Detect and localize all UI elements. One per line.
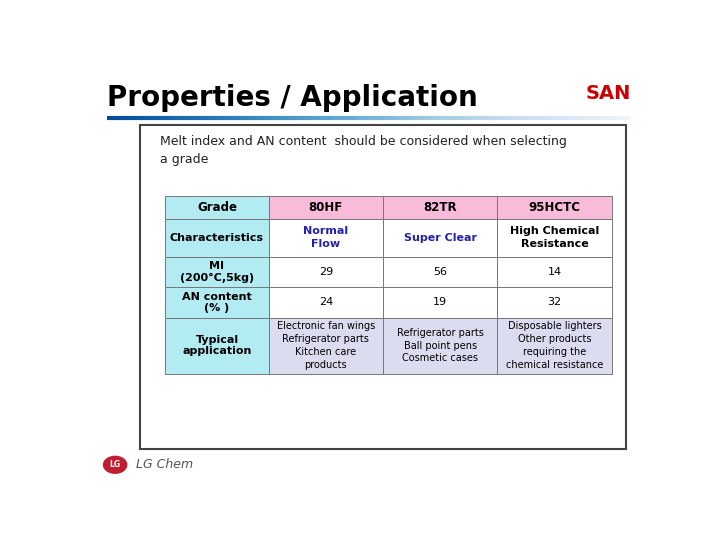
Text: 95HCTC: 95HCTC <box>528 201 580 214</box>
Text: Disposable lighters
Other products
requiring the
chemical resistance: Disposable lighters Other products requi… <box>506 321 603 370</box>
Bar <box>269 287 383 318</box>
Text: Characteristics: Characteristics <box>170 233 264 243</box>
Bar <box>498 287 612 318</box>
Bar <box>166 318 269 374</box>
Bar <box>269 257 383 287</box>
Text: SAN: SAN <box>586 84 631 103</box>
Bar <box>498 196 612 219</box>
Text: 19: 19 <box>433 298 447 307</box>
Text: Typical
application: Typical application <box>182 335 251 356</box>
Bar <box>498 219 612 257</box>
Bar <box>498 257 612 287</box>
Text: 29: 29 <box>319 267 333 277</box>
FancyBboxPatch shape <box>140 125 626 449</box>
Bar <box>166 257 269 287</box>
Circle shape <box>103 456 127 474</box>
Text: Grade: Grade <box>197 201 237 214</box>
Text: LG: LG <box>109 460 121 469</box>
Bar <box>166 219 269 257</box>
Bar <box>383 318 498 374</box>
Text: 32: 32 <box>547 298 562 307</box>
Bar <box>383 219 498 257</box>
Bar <box>269 219 383 257</box>
Bar <box>166 287 269 318</box>
Bar <box>166 196 269 219</box>
Text: 14: 14 <box>547 267 562 277</box>
Text: MI
(200°C,5kg): MI (200°C,5kg) <box>180 261 254 283</box>
Bar <box>383 287 498 318</box>
Text: Melt index and AN content  should be considered when selecting
a grade: Melt index and AN content should be cons… <box>160 134 567 166</box>
Bar <box>383 257 498 287</box>
Bar <box>269 196 383 219</box>
Text: 24: 24 <box>319 298 333 307</box>
Text: Normal
Flow: Normal Flow <box>303 226 348 249</box>
Text: AN content
(% ): AN content (% ) <box>182 292 252 313</box>
Text: 82TR: 82TR <box>423 201 457 214</box>
Text: Super Clear: Super Clear <box>404 233 477 243</box>
Text: LG Chem: LG Chem <box>136 458 193 471</box>
Text: 80HF: 80HF <box>309 201 343 214</box>
Text: 56: 56 <box>433 267 447 277</box>
Text: Electronic fan wings
Refrigerator parts
Kitchen care
products: Electronic fan wings Refrigerator parts … <box>276 321 375 370</box>
Bar <box>269 318 383 374</box>
Text: Refrigerator parts
Ball point pens
Cosmetic cases: Refrigerator parts Ball point pens Cosme… <box>397 328 484 363</box>
Text: High Chemical
Resistance: High Chemical Resistance <box>510 226 599 249</box>
Text: Properties / Application: Properties / Application <box>107 84 477 112</box>
Bar <box>498 318 612 374</box>
Bar <box>383 196 498 219</box>
